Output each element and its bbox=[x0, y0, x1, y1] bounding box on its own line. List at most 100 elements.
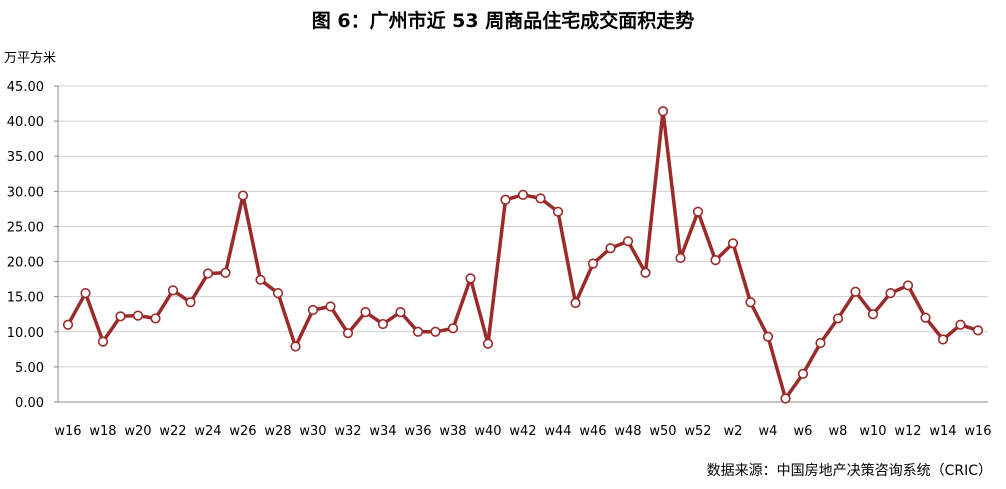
y-tick-label: 0.00 bbox=[15, 396, 44, 411]
data-point bbox=[780, 393, 791, 404]
x-tick-label: w18 bbox=[89, 424, 116, 439]
x-tick-label: w16 bbox=[54, 424, 81, 439]
x-tick-label: w38 bbox=[439, 424, 466, 439]
data-point bbox=[622, 236, 634, 247]
data-point bbox=[762, 331, 774, 342]
data-point bbox=[395, 307, 406, 318]
data-point bbox=[360, 307, 371, 318]
data-point bbox=[167, 285, 179, 296]
data-point bbox=[150, 313, 161, 324]
data-point bbox=[237, 190, 249, 201]
data-point bbox=[412, 326, 424, 337]
data-point bbox=[850, 286, 861, 297]
x-axis-ticks: w16 w18 w20 w22 w24 w26 w28 w30 w32 w34 w36 w38 w40 w… bbox=[54, 424, 991, 439]
data-point bbox=[675, 252, 686, 264]
data-point bbox=[832, 313, 844, 324]
x-tick-label: w8 bbox=[829, 424, 848, 439]
data-point bbox=[955, 319, 966, 330]
data-point bbox=[920, 312, 931, 323]
y-tick-label: 45.00 bbox=[7, 80, 44, 95]
chart-title: 图 6：广州市近 53 周商品住宅成交面积走势 bbox=[311, 10, 695, 32]
data-point bbox=[325, 301, 336, 312]
x-tick-label: w30 bbox=[299, 424, 326, 439]
x-tick-label: w32 bbox=[334, 424, 361, 439]
x-tick-label: w10 bbox=[859, 424, 886, 439]
series-markers bbox=[62, 106, 984, 404]
x-tick-label: w2 bbox=[724, 424, 743, 439]
data-point bbox=[517, 189, 529, 200]
series-line bbox=[66, 109, 979, 401]
x-tick-label: w14 bbox=[929, 424, 956, 439]
x-tick-label: w40 bbox=[474, 424, 501, 439]
data-point bbox=[745, 297, 756, 308]
data-point bbox=[692, 206, 704, 217]
data-point bbox=[430, 326, 441, 337]
data-point bbox=[97, 336, 109, 347]
data-point bbox=[290, 341, 301, 352]
x-tick-label: w44 bbox=[544, 424, 571, 439]
data-point bbox=[937, 334, 949, 345]
data-point bbox=[710, 255, 721, 266]
data-point bbox=[202, 268, 214, 279]
x-tick-label: w22 bbox=[159, 424, 186, 439]
data-point bbox=[272, 288, 284, 299]
x-tick-label: w42 bbox=[509, 424, 536, 439]
y-tick-label: 35.00 bbox=[7, 150, 44, 165]
data-point bbox=[255, 274, 266, 285]
x-tick-label: w26 bbox=[229, 424, 256, 439]
data-point bbox=[132, 310, 144, 321]
data-point bbox=[482, 338, 494, 349]
data-point bbox=[587, 258, 599, 269]
data-point bbox=[220, 267, 231, 278]
data-point bbox=[62, 319, 74, 330]
x-tick-label: w48 bbox=[614, 424, 641, 439]
data-point bbox=[727, 238, 739, 249]
data-point bbox=[605, 243, 616, 254]
x-tick-label: w50 bbox=[649, 424, 676, 439]
x-tick-label: w34 bbox=[369, 424, 396, 439]
y-tick-label: 25.00 bbox=[7, 220, 44, 235]
source-note: 数据来源：中国房地产决策咨询系统（CRIC） bbox=[706, 463, 992, 479]
x-tick-label: w16 bbox=[964, 424, 991, 439]
data-point bbox=[535, 193, 546, 204]
y-tick-label: 15.00 bbox=[7, 291, 44, 306]
data-point bbox=[377, 318, 389, 330]
x-tick-label: w28 bbox=[264, 424, 291, 439]
y-axis-unit-label: 万平方米 bbox=[4, 51, 57, 66]
x-tick-label: w46 bbox=[579, 424, 606, 439]
series-line-path bbox=[66, 109, 979, 401]
grid-lines bbox=[58, 85, 988, 368]
data-point bbox=[552, 206, 564, 217]
y-tick-label: 5.00 bbox=[15, 361, 44, 376]
x-tick-label: w12 bbox=[894, 424, 921, 439]
y-tick-label: 30.00 bbox=[7, 185, 44, 200]
y-tick-label: 20.00 bbox=[7, 256, 44, 271]
x-tick-label: w6 bbox=[794, 424, 813, 439]
data-point bbox=[657, 106, 669, 117]
data-point bbox=[447, 323, 459, 334]
x-tick-label: w36 bbox=[404, 424, 431, 439]
data-point bbox=[815, 337, 826, 349]
data-point bbox=[80, 288, 91, 299]
x-tick-label: w24 bbox=[194, 424, 221, 439]
y-tick-label: 10.00 bbox=[7, 326, 44, 341]
data-point bbox=[867, 309, 879, 320]
data-point bbox=[342, 328, 354, 339]
x-tick-label: w52 bbox=[684, 424, 711, 439]
x-tick-label: w20 bbox=[124, 424, 151, 439]
data-point bbox=[570, 297, 581, 309]
data-point bbox=[902, 280, 914, 291]
data-point bbox=[640, 267, 651, 278]
data-point bbox=[465, 273, 476, 284]
axis-lines bbox=[57, 86, 988, 403]
data-point bbox=[115, 311, 126, 322]
x-tick-label: w4 bbox=[759, 424, 778, 439]
data-point bbox=[972, 325, 984, 336]
data-point bbox=[885, 288, 896, 299]
data-point bbox=[307, 304, 319, 316]
y-tick-label: 40.00 bbox=[7, 115, 44, 130]
data-point bbox=[185, 297, 196, 308]
data-point bbox=[500, 194, 511, 205]
data-point bbox=[797, 368, 809, 380]
